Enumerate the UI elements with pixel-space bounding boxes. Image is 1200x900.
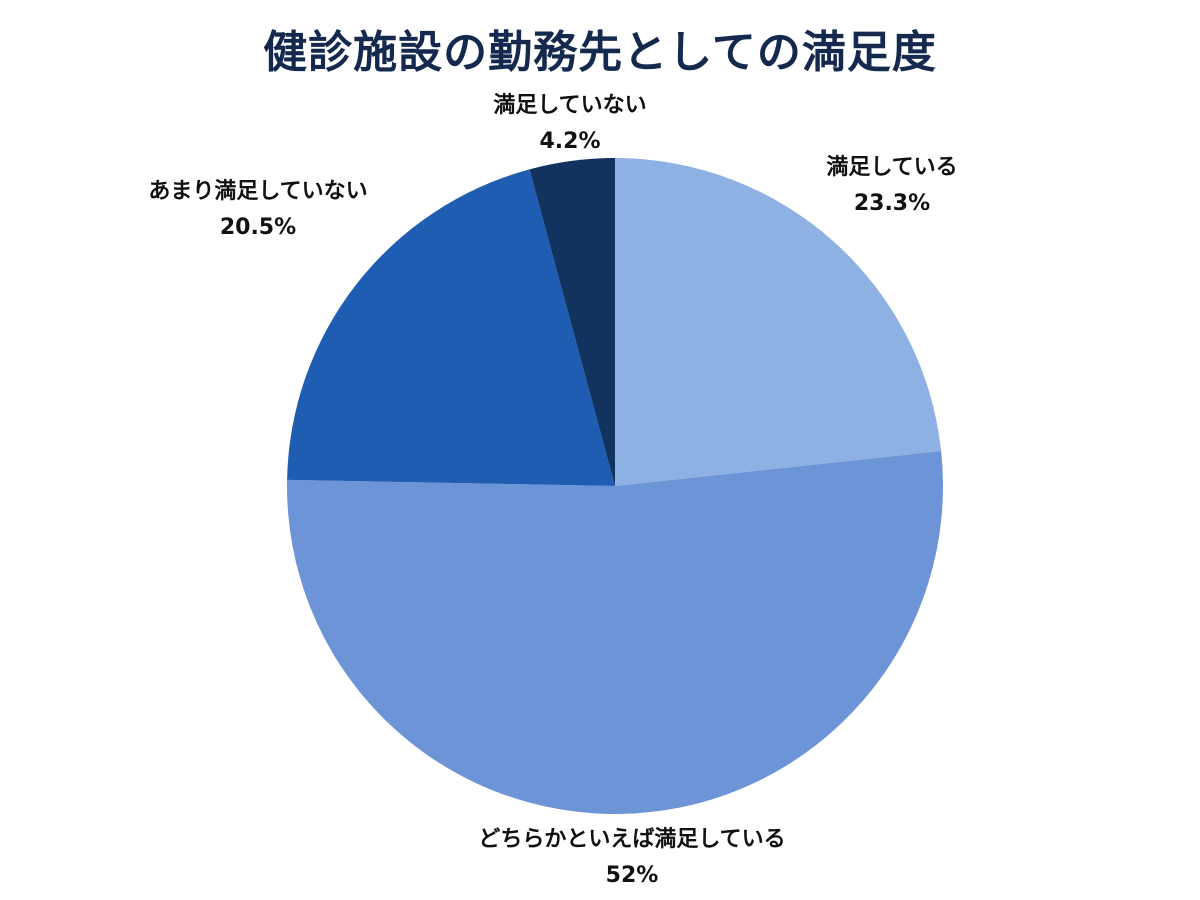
slice-label-satisfied: 満足している [826,154,957,180]
slice-value-not-satisfied: 4.2% [539,129,600,154]
chart-title: 健診施設の勤務先としての満足度 [263,27,937,78]
pie-slice-not-satisfied [529,158,615,486]
pie-slice-satisfied [615,158,942,486]
slice-value-not-very-satisfied: 20.5% [220,215,296,240]
pie-slice-somewhat-satisfied [287,451,944,814]
slice-label-somewhat-satisfied: どちらかといえば満足している [478,826,785,852]
slice-label-not-satisfied: 満足していない [493,92,646,118]
slice-label-not-very-satisfied: あまり満足していない [148,178,367,204]
pie-labels: 満足している 23.3% どちらかといえば満足している 52% あまり満足してい… [148,92,957,888]
pie-slices [287,158,944,814]
pie-slice-not-very-satisfied [287,169,615,486]
slice-value-satisfied: 23.3% [854,191,930,216]
slice-value-somewhat-satisfied: 52% [606,863,659,888]
